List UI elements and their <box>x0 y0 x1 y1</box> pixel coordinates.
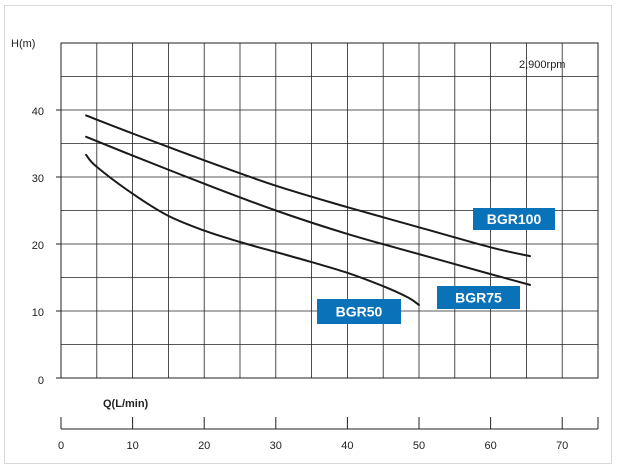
curve-bgr75 <box>85 135 531 286</box>
y-tick-label: 30 <box>32 173 44 185</box>
x-tick-label: 50 <box>413 440 425 452</box>
curve-bgr100 <box>85 114 531 258</box>
badge-bgr75 <box>437 286 520 309</box>
x-tick-label: 70 <box>556 440 568 452</box>
y-axis-title: H(m) <box>11 38 35 50</box>
rpm-annotation: 2,900rpm <box>519 59 565 71</box>
grid <box>56 42 599 430</box>
y-tick-label: 40 <box>32 106 44 118</box>
y-tick-label: 10 <box>32 307 44 319</box>
x-tick-label: 30 <box>270 440 282 452</box>
x-tick-label: 60 <box>484 440 496 452</box>
tick-labels: 0 10 20 30 40 50 60 70 0 10 20 30 40 <box>32 106 569 452</box>
series-label-bgr50: BGR50 <box>336 304 383 320</box>
curves <box>85 114 531 306</box>
badge-bgr100 <box>473 208 555 230</box>
series-label-bgr75: BGR75 <box>455 290 502 306</box>
chart-frame <box>4 5 612 464</box>
y-tick-label: 20 <box>32 240 44 252</box>
series-label-bgr100: BGR100 <box>487 211 542 227</box>
y-tick-label: 0 <box>38 375 44 387</box>
x-tick-label: 10 <box>126 440 138 452</box>
series-labels: BGR100 BGR75 BGR50 <box>317 208 555 324</box>
x-tick-label: 40 <box>341 440 353 452</box>
badge-bgr50 <box>317 299 401 324</box>
x-tick-label: 20 <box>198 440 210 452</box>
curve-bgr50 <box>85 153 420 306</box>
x-tick-label: 0 <box>58 440 64 452</box>
x-axis-title: Q(L/min) <box>103 398 149 410</box>
